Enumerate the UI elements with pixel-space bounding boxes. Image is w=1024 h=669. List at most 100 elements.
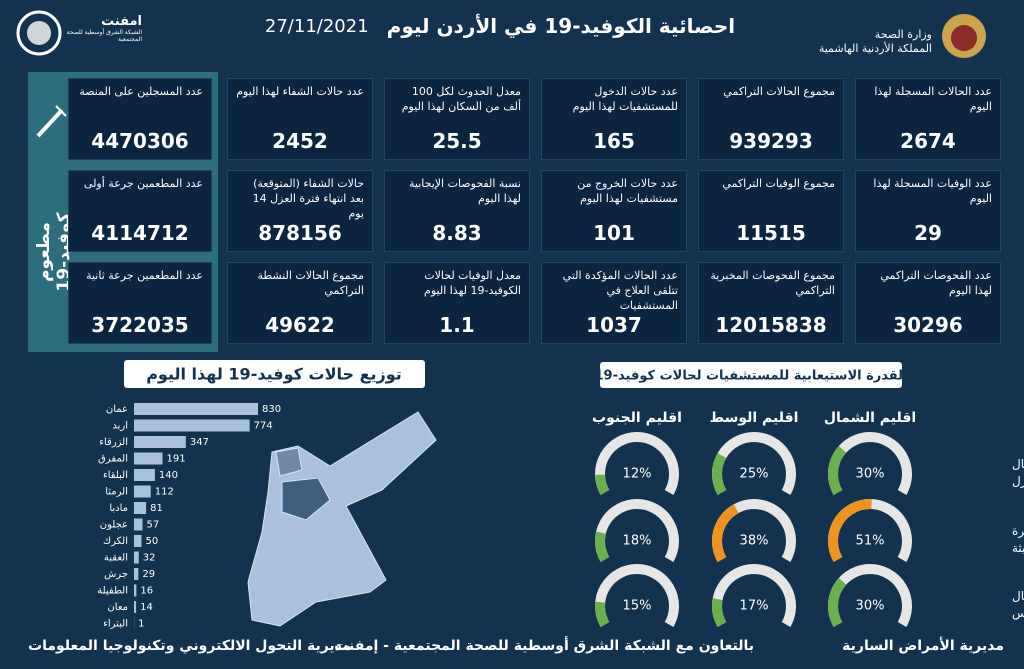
stat-card: نسبة الفحوصات الإيجابية لهذا اليوم 8.83 bbox=[384, 170, 530, 252]
kingdom-name: المملكة الأردنية الهاشمية bbox=[818, 42, 932, 55]
stat-card: عدد حالات الدخول للمستشفيات لهذا اليوم 16… bbox=[541, 78, 687, 160]
stat-value: 101 bbox=[593, 221, 635, 245]
gauge-label: 30% bbox=[856, 599, 885, 614]
gauge-title-box bbox=[600, 362, 902, 388]
gauge-label: 25% bbox=[740, 467, 769, 482]
bar bbox=[134, 551, 139, 564]
globe bbox=[16, 10, 62, 56]
value-label: 347 bbox=[190, 437, 209, 448]
value-label: 191 bbox=[167, 454, 186, 465]
page-title: احصائية الكوفيد-19 في الأردن ليوم bbox=[386, 14, 736, 38]
gauge-fill bbox=[712, 453, 727, 495]
gauge-track bbox=[595, 432, 679, 495]
bar bbox=[134, 436, 186, 448]
bar bbox=[134, 485, 151, 498]
gauge-fill bbox=[595, 474, 610, 495]
row-label-line: نسبة اشغال اسرة bbox=[1012, 524, 1024, 539]
bar bbox=[134, 403, 259, 415]
vaccine-label: عدد المطعمين جرعة أولى bbox=[83, 177, 203, 190]
bar bbox=[134, 535, 142, 547]
stat-value: 1037 bbox=[586, 313, 642, 337]
row-label: نسبة اشغال اجهزة التنفس bbox=[1012, 589, 1024, 621]
bar bbox=[134, 419, 250, 432]
gauge-fill bbox=[712, 504, 739, 562]
gauge-track bbox=[828, 432, 912, 495]
bar bbox=[134, 469, 155, 481]
category-label: معان bbox=[107, 602, 128, 613]
value-label: 50 bbox=[145, 536, 158, 547]
region-label: اقليم الوسط bbox=[710, 410, 799, 426]
region-label: اقليم الشمال bbox=[824, 410, 916, 426]
bar bbox=[134, 502, 147, 514]
partner-logo bbox=[14, 8, 64, 58]
row-label-line: نسبة اشغال bbox=[1012, 457, 1024, 471]
stat-label: معدل الحدوث لكل 100 ألف من السكان لهذا ا… bbox=[401, 85, 521, 113]
stat-value: 939293 bbox=[729, 129, 813, 153]
gauge-fill bbox=[712, 598, 727, 627]
stat-value: 2674 bbox=[900, 129, 956, 153]
stat-label: مجموع الوفيات التراكمي bbox=[722, 177, 835, 190]
ministry-name: وزارة الصحة bbox=[874, 28, 932, 41]
stat-label: عدد الفحوصات التراكمي لهذا اليوم bbox=[880, 269, 992, 297]
footer-right: مديرية الأمراض السارية bbox=[842, 638, 1004, 654]
category-label: العقبة bbox=[104, 553, 128, 564]
bar bbox=[134, 518, 143, 531]
stat-value: 8.83 bbox=[432, 221, 482, 245]
gauge-fill bbox=[828, 499, 872, 562]
vaccine-value: 4114712 bbox=[91, 221, 189, 245]
date: 27/11/2021 bbox=[264, 15, 369, 37]
stat-value: 165 bbox=[593, 129, 635, 153]
stat-label: حالات الشفاء (المتوقعة) بعد انتهاء فترة … bbox=[252, 177, 364, 220]
stat-value: 878156 bbox=[258, 221, 342, 245]
stat-value: 49622 bbox=[265, 313, 335, 337]
vaccine-card: عدد المطعمين جرعة أولى 4114712 bbox=[68, 170, 212, 252]
category-label: الكرك bbox=[103, 536, 128, 547]
gauge-label: 15% bbox=[623, 599, 652, 614]
syringe-icon bbox=[36, 105, 67, 138]
stat-card: معدل الوفيات لحالات الكوفيد-19 لهذا اليو… bbox=[384, 262, 530, 344]
bar-title-box bbox=[124, 360, 425, 388]
stat-label: عدد حالات الدخول للمستشفيات لهذا اليوم bbox=[572, 85, 678, 113]
partner-name: امفنت bbox=[101, 14, 142, 29]
vaccine-value: 3722035 bbox=[91, 313, 189, 337]
gauge-track bbox=[828, 564, 912, 627]
value-label: 774 bbox=[254, 421, 273, 432]
partner-sub: الشبكة الشرق أوسطية للصحة المجتمعية bbox=[66, 29, 142, 43]
vaccine-value: 4470306 bbox=[91, 129, 189, 153]
category-label: عجلون bbox=[100, 520, 128, 531]
value-label: 29 bbox=[142, 569, 155, 580]
footer: مديرية الأمراض السارية بالتعاون مع الشبك… bbox=[0, 638, 1024, 662]
category-label: الرمثا bbox=[105, 487, 128, 498]
gauge-track bbox=[595, 499, 679, 562]
bar bbox=[134, 584, 137, 597]
stat-value: 30296 bbox=[893, 313, 963, 337]
irbid-region bbox=[275, 447, 303, 477]
row-label: نسبة اشغال اسرة العزل bbox=[1012, 457, 1024, 489]
value-label: 57 bbox=[147, 520, 160, 531]
row-label-line: نسبة اشغال bbox=[1012, 589, 1024, 603]
stat-value: 11515 bbox=[736, 221, 806, 245]
category-label: مادبا bbox=[109, 503, 128, 514]
stat-value: 12015838 bbox=[715, 313, 827, 337]
vaccine-label: عدد المطعمين جرعة ثانية bbox=[86, 269, 203, 282]
stat-card: عدد حالات الخروج من مستشفيات لهذا اليوم 1… bbox=[541, 170, 687, 252]
stat-label: معدل الوفيات لحالات الكوفيد-19 لهذا اليو… bbox=[424, 269, 521, 297]
gauge-label: 12% bbox=[623, 467, 652, 482]
gauge-track bbox=[712, 432, 796, 495]
stat-value: 25.5 bbox=[432, 129, 482, 153]
category-label: البلقاء bbox=[103, 470, 128, 481]
category-label: اربد bbox=[112, 421, 128, 432]
row-label: نسبة اشغال اسرة العناية الحثيثة bbox=[1012, 524, 1024, 555]
stat-value: 2452 bbox=[272, 129, 328, 153]
stat-card: مجموع الفحوصات المخبرية التراكمي 12015838 bbox=[698, 262, 844, 344]
stat-label: عدد الوفيات المسجلة لهذا اليوم bbox=[873, 177, 992, 205]
gauge-label: 18% bbox=[623, 534, 652, 549]
gauge-fill bbox=[595, 601, 610, 627]
category-label: الزرقاء bbox=[99, 437, 128, 448]
stat-card: عدد الفحوصات التراكمي لهذا اليوم 30296 bbox=[855, 262, 1001, 344]
value-label: 830 bbox=[262, 404, 281, 415]
stat-label: مجموع الحالات التراكمي bbox=[723, 85, 835, 98]
stat-label: عدد الحالات المؤكدة التي تتلقى العلاج في… bbox=[562, 269, 678, 312]
